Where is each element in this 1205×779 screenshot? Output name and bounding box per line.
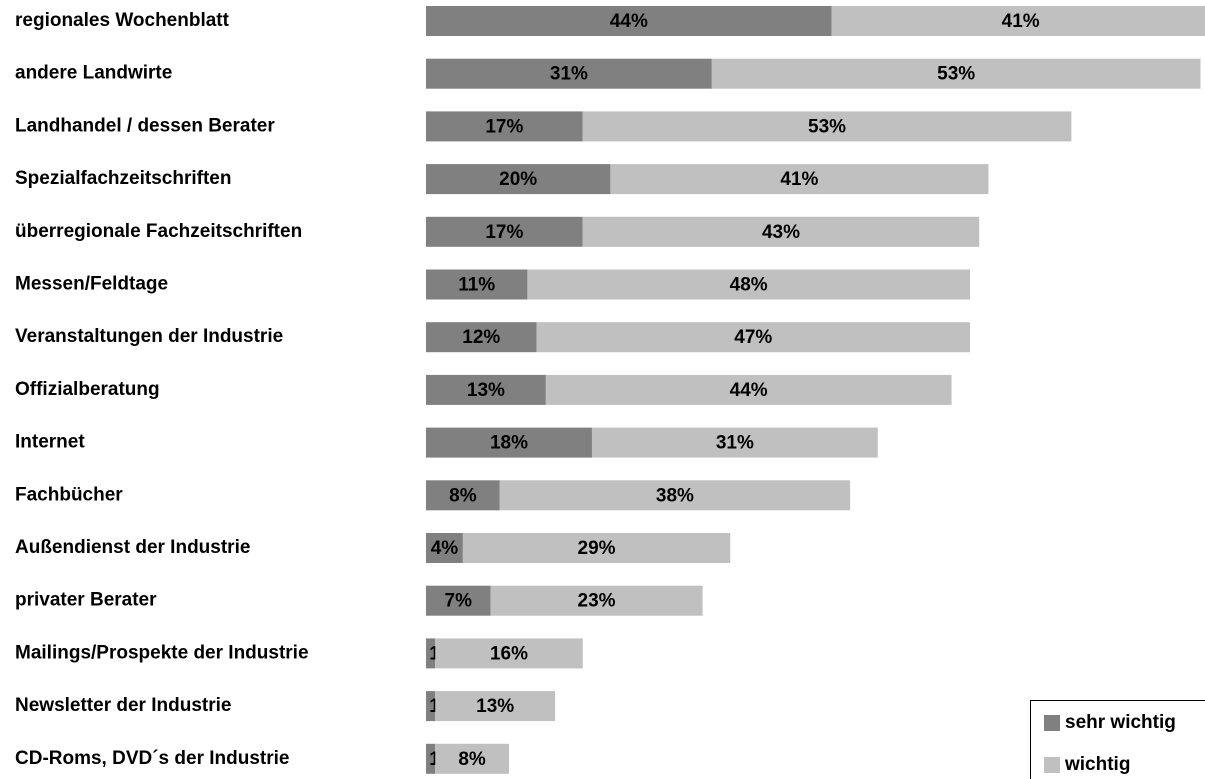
category-label: privater Berater: [15, 590, 157, 611]
value-label: 7%: [445, 591, 473, 612]
category-label: Offizialberatung: [15, 379, 160, 400]
value-label: 16%: [490, 643, 528, 664]
bar-segment: [435, 638, 583, 669]
category-label: Außendienst der Industrie: [15, 537, 250, 558]
legend-label: wichtig: [1064, 754, 1130, 775]
bar-segment: [711, 58, 1201, 89]
bar-segment: [582, 216, 980, 247]
bar-segment: [435, 691, 556, 722]
bar-segment: [426, 374, 546, 405]
category-label: überregionale Fachzeitschriften: [15, 221, 302, 242]
bar-segment: [490, 585, 703, 616]
bar-segment: [426, 111, 583, 142]
category-label: regionales Wochenblatt: [15, 10, 230, 31]
bar-segment: [435, 743, 509, 774]
value-label: 31%: [716, 433, 754, 454]
bar-segment: [426, 58, 712, 89]
bar-segment: [426, 427, 592, 458]
value-label: 43%: [762, 222, 800, 243]
value-label: 41%: [1002, 11, 1040, 32]
bar-segment: [536, 322, 970, 353]
bar-segment: [426, 216, 583, 247]
value-label: 4%: [431, 538, 459, 559]
bar-segment: [591, 427, 878, 458]
legend-swatch: [1044, 715, 1060, 731]
bar-segment: [426, 533, 463, 563]
value-label: 29%: [578, 538, 616, 559]
value-label: 44%: [730, 380, 768, 401]
value-label: 48%: [730, 275, 768, 296]
bar-segment: [426, 480, 500, 511]
bar-segment: [426, 743, 436, 774]
bar-segment: [426, 6, 832, 36]
category-label: Landhandel / dessen Berater: [15, 115, 275, 136]
value-label: 18%: [490, 433, 528, 454]
category-label: Spezialfachzeitschriften: [15, 168, 231, 189]
bar-segment: [462, 533, 731, 563]
bar-segment: [426, 164, 611, 195]
value-label: 17%: [485, 116, 523, 137]
legend-swatch: [1044, 757, 1060, 773]
category-label: Mailings/Prospekte der Industrie: [15, 642, 309, 663]
category-label: Newsletter der Industrie: [15, 695, 231, 716]
bar-segment: [499, 480, 851, 511]
bar-segment: [545, 374, 952, 405]
category-label: CD-Roms, DVD´s der Industrie: [15, 748, 289, 769]
value-label: 38%: [656, 485, 694, 506]
bar-segment: [426, 638, 436, 669]
category-label: Messen/Feldtage: [15, 274, 168, 295]
value-label: 20%: [499, 169, 537, 190]
value-label: 11%: [458, 275, 495, 296]
bar-segment: [610, 164, 989, 195]
value-label: 53%: [937, 64, 975, 85]
value-label: 17%: [485, 222, 523, 243]
bar-segment: [426, 691, 436, 722]
value-label: 8%: [449, 485, 477, 506]
category-label: Veranstaltungen der Industrie: [15, 326, 283, 347]
value-label: 12%: [462, 327, 500, 348]
value-label: 41%: [780, 169, 818, 190]
value-label: 47%: [734, 327, 772, 348]
bar-segment: [426, 322, 537, 353]
bar-segment: [426, 269, 528, 300]
value-label: 53%: [808, 116, 846, 137]
bar-segment: [582, 111, 1072, 142]
legend-label: sehr wichtig: [1065, 712, 1176, 733]
value-label: 13%: [476, 696, 514, 717]
bar-segment: [527, 269, 970, 300]
value-label: 44%: [610, 11, 648, 32]
category-label: andere Landwirte: [15, 63, 172, 84]
value-label: 23%: [578, 591, 616, 612]
bar-segment: [831, 6, 1205, 36]
category-label: Internet: [15, 432, 85, 453]
value-label: 31%: [550, 64, 588, 85]
bar-segment: [426, 585, 491, 616]
value-label: 13%: [467, 380, 505, 401]
value-label: 8%: [458, 749, 486, 770]
category-label: Fachbücher: [15, 484, 123, 505]
